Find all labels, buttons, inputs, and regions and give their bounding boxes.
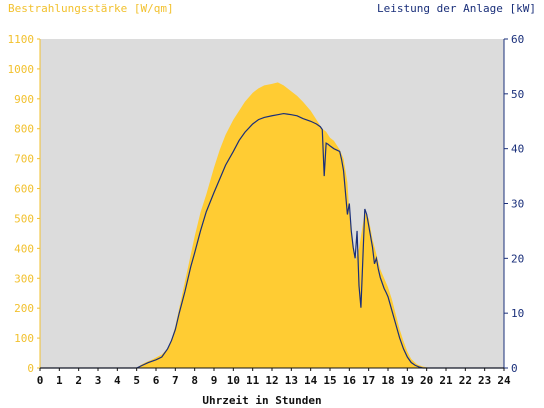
right-tick-label: 40 [511, 143, 524, 156]
right-axis-title: Leistung der Anlage [kW] [377, 2, 536, 15]
x-tick-label: 12 [265, 374, 278, 387]
left-tick-label: 800 [14, 123, 34, 136]
x-tick-label: 3 [95, 374, 102, 387]
right-tick-label: 0 [511, 362, 518, 375]
x-tick-label: 20 [420, 374, 433, 387]
left-tick-label: 0 [27, 362, 34, 375]
x-tick-label: 23 [478, 374, 491, 387]
right-tick-label: 50 [511, 88, 524, 101]
x-tick-label: 19 [401, 374, 414, 387]
left-tick-label: 1100 [8, 33, 35, 46]
left-axis-ticks: 0 100 200 300 400 500 600 700 800 900 1000 1100 [8, 33, 40, 375]
x-tick-label: 13 [285, 374, 298, 387]
x-tick-label: 17 [362, 374, 375, 387]
left-tick-label: 100 [14, 332, 34, 345]
x-tick-label: 4 [114, 374, 121, 387]
x-tick-label: 0 [37, 374, 44, 387]
x-tick-label: 11 [246, 374, 260, 387]
x-tick-label: 16 [343, 374, 357, 387]
right-axis-ticks: 0 10 20 30 40 50 60 [504, 33, 524, 375]
left-tick-label: 700 [14, 153, 34, 166]
x-tick-label: 24 [497, 374, 511, 387]
left-tick-label: 400 [14, 242, 34, 255]
x-tick-label: 14 [304, 374, 318, 387]
left-tick-label: 200 [14, 302, 34, 315]
x-tick-label: 10 [227, 374, 240, 387]
x-tick-label: 2 [75, 374, 82, 387]
x-tick-label: 15 [323, 374, 336, 387]
left-axis-title: Bestrahlungsstärke [W/qm] [8, 2, 174, 15]
x-axis-label: Uhrzeit in Stunden [202, 394, 321, 407]
x-tick-label: 8 [191, 374, 198, 387]
x-tick-label: 21 [439, 374, 453, 387]
right-tick-label: 10 [511, 307, 524, 320]
right-tick-label: 20 [511, 252, 524, 265]
x-tick-label: 18 [381, 374, 394, 387]
left-tick-label: 1000 [8, 63, 35, 76]
left-tick-label: 600 [14, 183, 34, 196]
right-tick-label: 60 [511, 33, 524, 46]
left-tick-label: 300 [14, 272, 34, 285]
left-tick-label: 500 [14, 212, 34, 225]
x-tick-label: 7 [172, 374, 179, 387]
x-axis-ticks: 0 1 2 3 4 5 6 7 8 9 10 11 12 13 14 15 16 17 18 19 20 21 22 23 24 [37, 368, 511, 387]
right-tick-label: 30 [511, 198, 524, 211]
x-tick-label: 6 [153, 374, 160, 387]
left-tick-label: 900 [14, 93, 34, 106]
x-tick-label: 1 [56, 374, 63, 387]
x-tick-label: 5 [133, 374, 140, 387]
x-tick-label: 9 [211, 374, 218, 387]
x-tick-label: 22 [459, 374, 472, 387]
power-line [40, 112, 504, 369]
